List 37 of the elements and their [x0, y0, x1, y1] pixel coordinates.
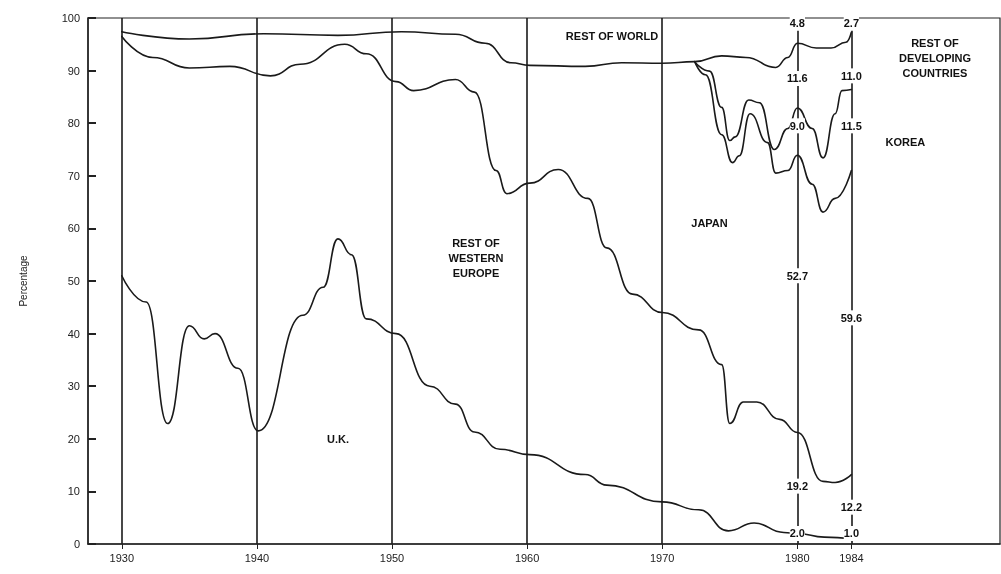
y-tick-label: 20 [67, 432, 80, 445]
x-tick-label: 1940 [244, 551, 270, 564]
annotation: REST OF DEVELOPING COUNTRIES [898, 37, 972, 79]
x-tick-label: 1960 [514, 551, 540, 564]
annotation: 2.0 [789, 527, 805, 540]
y-axis-title: Percentage [17, 254, 29, 307]
x-tick-label: 1950 [379, 551, 405, 564]
annotation: 9.0 [789, 119, 805, 132]
annotation: REST OF WESTERN EUROPE [448, 237, 504, 279]
annotation: 2.7 [843, 17, 860, 30]
x-tick-label: 1970 [649, 551, 675, 564]
annotation: 19.2 [786, 480, 809, 493]
annotation: 52.7 [786, 269, 809, 282]
annotation: 11.0 [840, 69, 862, 82]
x-tick-label: 1980 [785, 551, 810, 564]
annotation: JAPAN [691, 217, 728, 230]
y-tick-label: 30 [67, 380, 80, 393]
annotation: 1.0 [843, 527, 860, 540]
annotation: KOREA [885, 135, 926, 148]
y-tick-label: 0 [73, 538, 80, 550]
annotation: 11.5 [840, 119, 862, 132]
annotation: 11.6 [786, 72, 808, 85]
annotation: 59.6 [840, 311, 863, 324]
y-tick-label: 40 [67, 327, 80, 340]
y-tick-label: 100 [61, 12, 80, 24]
y-tick-label: 90 [67, 64, 80, 77]
x-tick-label: 1984 [839, 551, 864, 564]
y-tick-label: 50 [67, 275, 80, 287]
y-tick-label: 70 [67, 169, 80, 182]
annotation: 4.8 [789, 17, 805, 30]
y-tick-label: 60 [67, 222, 80, 235]
annotation: 12.2 [840, 501, 863, 514]
annotation: U.K. [326, 432, 349, 445]
x-tick-label: 1930 [109, 551, 135, 564]
annotation: REST OF WORLD [565, 30, 659, 42]
y-tick-label: 80 [67, 117, 80, 130]
y-tick-label: 10 [67, 485, 80, 498]
